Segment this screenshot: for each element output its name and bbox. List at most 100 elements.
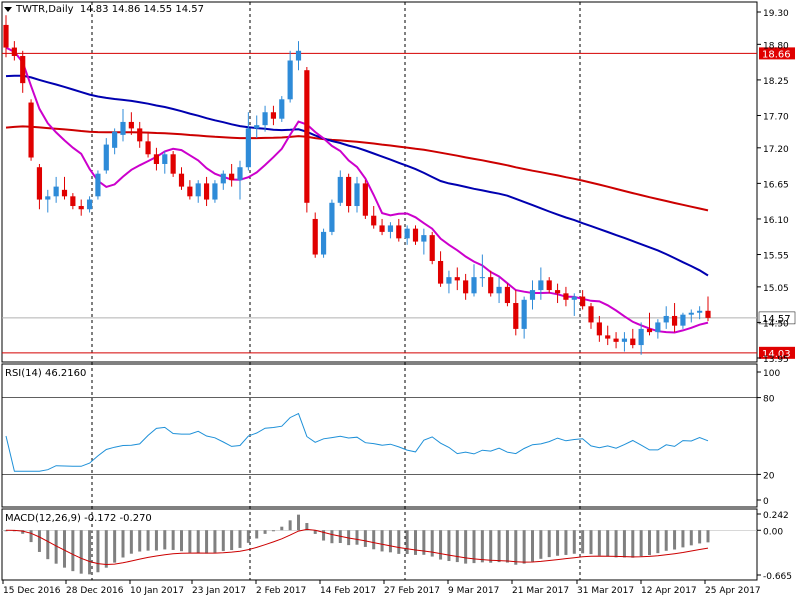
- candle-body-26: [220, 173, 226, 184]
- price-y-tick-label-6: 16.10: [763, 216, 789, 226]
- price-y-tick-label-2: 18.25: [763, 77, 789, 87]
- current-price-tag: [758, 311, 796, 325]
- macd-hist-bar-64: [539, 530, 543, 559]
- candle-body-45: [379, 225, 385, 232]
- x-tick-label-8: 21 Mar 2017: [512, 586, 569, 596]
- current-price-label: 14.57: [762, 314, 791, 325]
- candle-body-69: [580, 296, 586, 307]
- candle-body-24: [203, 183, 210, 200]
- candle-body-67: [563, 293, 569, 300]
- rsi-y-tick-label-3: 0: [763, 497, 769, 507]
- macd-hist-bar-50: [422, 530, 426, 555]
- x-tick-label-5: 14 Feb 2017: [320, 586, 376, 596]
- macd-hist-bar-48: [405, 530, 409, 555]
- rsi-line: [5, 412, 709, 472]
- candle-body-82: [688, 312, 694, 315]
- macd-hist-bar-66: [556, 530, 560, 556]
- collapse-triangle-icon[interactable]: [4, 6, 12, 12]
- candle-body-28: [237, 167, 243, 181]
- candle-body-5: [45, 196, 51, 200]
- rsi-value: 46.2160: [44, 368, 87, 379]
- candle-body-53: [446, 277, 452, 284]
- macd-hist-bar-4: [37, 530, 41, 552]
- price-level-tag-0: [759, 47, 795, 60]
- macd-hist-bar-33: [280, 526, 284, 531]
- macd-hist-bar-16: [138, 530, 142, 552]
- macd-hist-bar-78: [656, 530, 660, 554]
- candle-body-46: [387, 225, 394, 232]
- ma-mid-line: [5, 74, 709, 277]
- macd-hist-bar-37: [313, 530, 317, 534]
- x-tick-label-7: 9 Mar 2017: [448, 586, 499, 596]
- candle-body-16: [137, 128, 143, 142]
- macd-panel-header: MACD(12,26,9) -0.172 -0.270: [5, 513, 152, 524]
- price-panel-frame: [1, 1, 758, 363]
- candle-body-76: [638, 328, 644, 346]
- macd-hist-bar-45: [380, 530, 384, 552]
- macd-hist-bar-42: [355, 530, 359, 545]
- candle-body-13: [112, 131, 118, 148]
- price-y-tick-label-9: 14.50: [763, 319, 789, 329]
- ma-fast-line: [5, 46, 709, 334]
- rsi-y-tick-label-1: 80: [763, 395, 775, 405]
- candle-body-50: [421, 235, 427, 242]
- macd-hist-bar-79: [664, 530, 668, 551]
- macd-hist-bar-9: [79, 530, 83, 574]
- candle-body-63: [529, 290, 536, 300]
- macd-hist-bar-58: [489, 530, 493, 563]
- price-y-tick-label-1: 18.80: [763, 41, 789, 51]
- candle-body-74: [621, 338, 628, 342]
- macd-hist-bar-73: [614, 530, 618, 558]
- candle-body-59: [496, 286, 502, 294]
- candle-body-77: [646, 328, 653, 333]
- macd-hist-bar-61: [514, 530, 518, 565]
- macd-hist-bar-84: [706, 530, 710, 543]
- x-tick-label-1: 28 Dec 2016: [66, 586, 124, 596]
- rsi-y-tick-label-0: 100: [763, 369, 780, 379]
- candle-body-44: [371, 215, 377, 226]
- candle-body-31: [262, 112, 268, 126]
- macd-hist-bar-75: [631, 530, 635, 558]
- price-y-tick-label-4: 17.20: [763, 145, 789, 155]
- candle-body-68: [571, 296, 577, 300]
- macd-hist-bar-11: [96, 530, 100, 573]
- candle-body-33: [279, 99, 285, 119]
- price-y-tick-label-5: 16.65: [763, 180, 789, 190]
- macd-hist-bar-43: [363, 530, 367, 547]
- macd-hist-bar-3: [29, 530, 33, 543]
- ohlc-values: 14.83 14.86 14.55 14.57: [79, 4, 204, 15]
- macd-y-tick-label-0: 0.242: [763, 511, 789, 521]
- candle-body-78: [655, 322, 661, 333]
- x-tick-label-4: 2 Feb 2017: [256, 586, 306, 596]
- macd-hist-bar-60: [505, 530, 509, 563]
- macd-hist-bar-56: [472, 530, 476, 564]
- candle-body-34: [287, 60, 293, 100]
- macd-hist-bar-65: [547, 530, 551, 558]
- macd-hist-bar-13: [113, 530, 117, 563]
- macd-hist-bar-39: [330, 530, 334, 544]
- candle-body-64: [538, 280, 544, 291]
- macd-value: -0.172 -0.270: [84, 513, 152, 524]
- candle-body-39: [329, 202, 335, 232]
- macd-hist-bar-47: [397, 530, 401, 554]
- x-tick-label-2: 10 Jan 2017: [130, 586, 184, 596]
- macd-hist-bar-46: [388, 530, 392, 553]
- macd-hist-bar-77: [648, 530, 651, 556]
- x-tick-label-11: 25 Apr 2017: [705, 586, 761, 596]
- macd-hist-bar-26: [221, 530, 225, 552]
- candle-body-70: [588, 306, 594, 323]
- candle-body-66: [554, 290, 561, 294]
- candle-body-17: [145, 141, 151, 155]
- macd-hist-bar-81: [681, 530, 685, 548]
- macd-hist-bar-21: [180, 530, 183, 552]
- candle-body-12: [103, 144, 109, 171]
- macd-hist-bar-18: [154, 530, 158, 551]
- candle-body-32: [270, 112, 277, 119]
- candle-body-61: [513, 303, 519, 329]
- candle-body-6: [53, 186, 59, 197]
- macd-hist-bar-49: [414, 530, 417, 555]
- macd-y-tick-label-2: -0.665: [763, 572, 792, 582]
- candle-body-1: [11, 47, 17, 56]
- candle-body-36: [304, 70, 310, 203]
- candle-body-8: [70, 196, 76, 207]
